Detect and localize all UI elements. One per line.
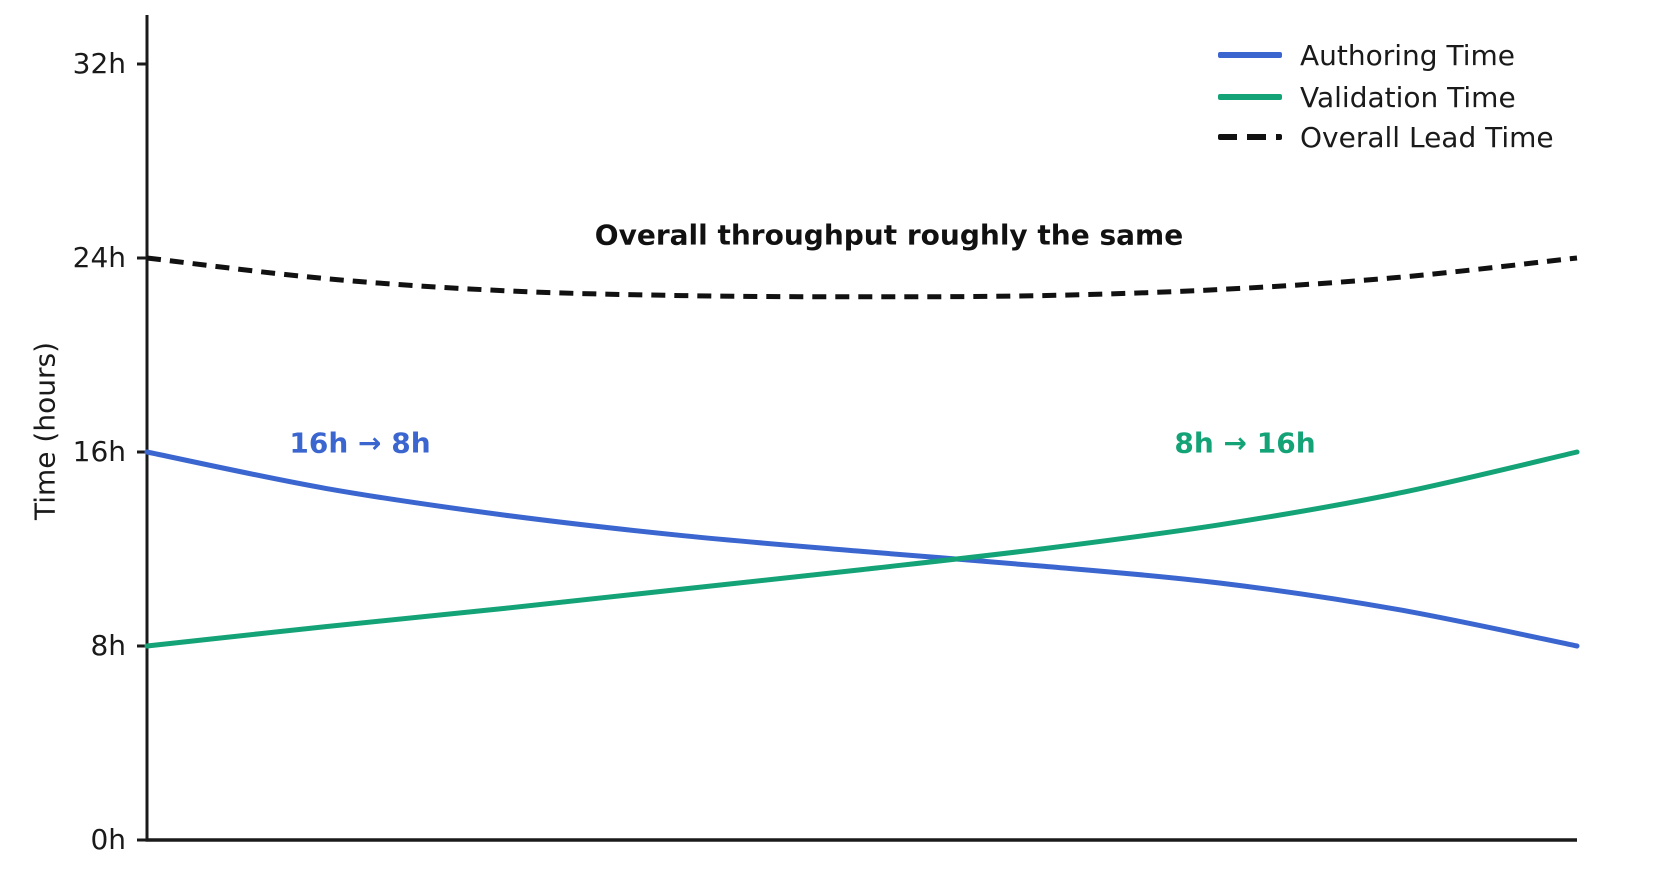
y-axis-title: Time (hours) — [28, 342, 62, 520]
legend-swatch-validation-time — [1218, 94, 1282, 100]
y-tick-label-0h: 0h — [90, 823, 126, 856]
legend-item-overall-lead-time: Overall Lead Time — [1218, 117, 1554, 157]
legend-item-validation-time: Validation Time — [1218, 77, 1516, 117]
series-line-authoring-time — [144, 449, 1580, 649]
legend-label-authoring-time: Authoring Time — [1300, 38, 1515, 72]
legend-label-overall-lead-time: Overall Lead Time — [1300, 120, 1554, 154]
legend-label-validation-time: Validation Time — [1300, 80, 1516, 114]
annotation-validation-change: 8h → 16h — [1174, 426, 1316, 460]
y-tick-label-16h: 16h — [72, 435, 126, 468]
legend-swatch-overall-lead-time — [1218, 134, 1282, 140]
y-tick-label-32h: 32h — [72, 47, 126, 80]
series-line-overall-lead-time — [146, 255, 1578, 300]
y-tick-label-24h: 24h — [72, 241, 126, 274]
legend-item-authoring-time: Authoring Time — [1218, 35, 1515, 75]
annotation-overall-throughput: Overall throughput roughly the same — [594, 218, 1184, 252]
legend-swatch-authoring-time — [1218, 52, 1282, 58]
annotation-authoring-change: 16h → 8h — [289, 426, 431, 460]
series-line-validation-time — [144, 449, 1580, 649]
y-tick-label-8h: 8h — [90, 629, 126, 662]
